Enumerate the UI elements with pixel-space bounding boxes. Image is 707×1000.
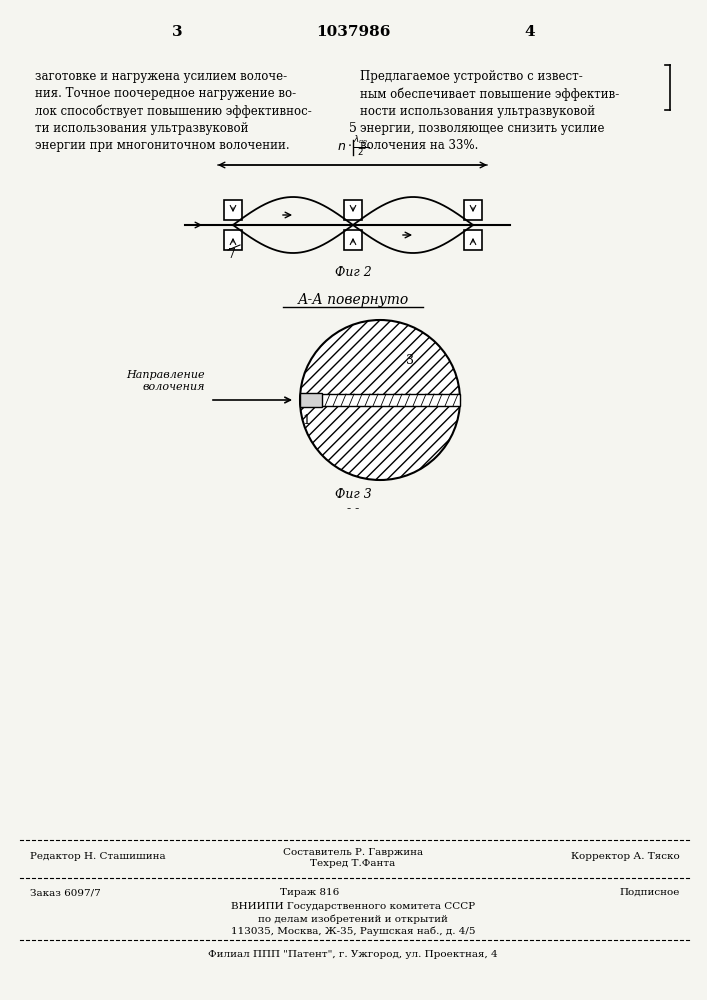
Text: Тираж 816: Тираж 816 — [280, 888, 339, 897]
Text: $n \cdot \frac{\lambda_{пр}}{2}$: $n \cdot \frac{\lambda_{пр}}{2}$ — [337, 134, 369, 158]
Text: Заказ 6097/7: Заказ 6097/7 — [30, 888, 101, 897]
Text: 3: 3 — [406, 354, 414, 366]
Text: Направление
волочения: Направление волочения — [127, 370, 205, 392]
Bar — [464, 230, 482, 250]
Text: Подписное: Подписное — [619, 888, 680, 897]
Bar — [464, 200, 482, 220]
Bar — [344, 230, 362, 250]
Bar — [344, 200, 362, 220]
Text: Фиг 2: Фиг 2 — [334, 265, 371, 278]
Text: по делам изобретений и открытий: по делам изобретений и открытий — [258, 914, 448, 924]
Circle shape — [300, 320, 460, 480]
Bar — [224, 200, 242, 220]
Text: 4: 4 — [525, 25, 535, 39]
Text: 1: 1 — [302, 414, 310, 427]
Text: Филиал ППП "Патент", г. Ужгород, ул. Проектная, 4: Филиал ППП "Патент", г. Ужгород, ул. Про… — [208, 950, 498, 959]
Text: заготовке и нагружена усилием волоче-
ния. Точное поочередное нагружение во-
лок: заготовке и нагружена усилием волоче- ни… — [35, 70, 312, 152]
Text: Корректор А. Тяско: Корректор А. Тяско — [571, 852, 680, 861]
Text: 1037986: 1037986 — [316, 25, 390, 39]
Bar — [300, 394, 460, 406]
Text: Фиг 3: Фиг 3 — [334, 488, 371, 502]
Text: - -: - - — [347, 502, 359, 514]
Text: Редактор Н. Сташишина: Редактор Н. Сташишина — [30, 852, 165, 861]
Bar — [300, 393, 322, 407]
Text: ВНИИПИ Государственного комитета СССР: ВНИИПИ Государственного комитета СССР — [231, 902, 475, 911]
Text: 113035, Москва, Ж-35, Раушская наб., д. 4/5: 113035, Москва, Ж-35, Раушская наб., д. … — [230, 926, 475, 936]
Text: 5: 5 — [349, 121, 357, 134]
Text: 3: 3 — [172, 25, 182, 39]
Text: Составитель Р. Гавржина
Техред Т.Фанта: Составитель Р. Гавржина Техред Т.Фанта — [283, 848, 423, 868]
Bar — [224, 230, 242, 250]
Text: А-А повернуто: А-А повернуто — [298, 293, 409, 307]
Text: Предлагаемое устройство с извест-
ным обеспечивает повышение эффектив-
ности исп: Предлагаемое устройство с извест- ным об… — [360, 70, 619, 152]
Text: 7: 7 — [228, 248, 236, 261]
